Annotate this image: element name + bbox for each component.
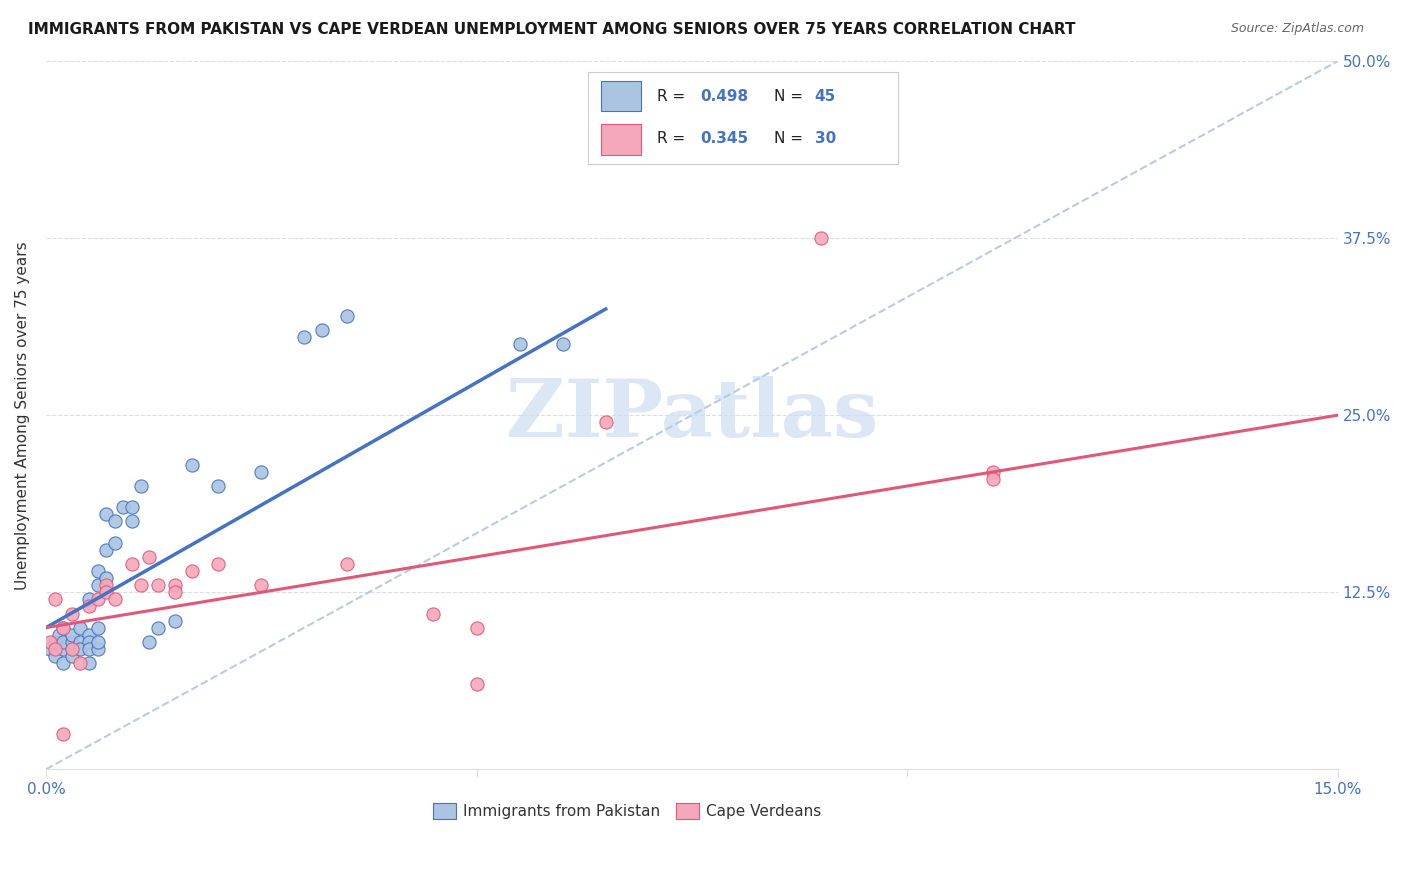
Point [77, 656, 100, 670]
Point [52, 727, 75, 741]
Point [165, 585, 187, 599]
Point [52, 621, 75, 635]
Point [595, 415, 617, 429]
Point [104, 535, 127, 549]
Point [181, 564, 204, 578]
Point [96, 585, 118, 599]
Point [810, 231, 832, 245]
Point [86, 635, 108, 649]
Point [422, 607, 444, 621]
Point [69, 656, 91, 670]
Point [181, 458, 204, 472]
Point [86, 592, 108, 607]
Point [52, 656, 75, 670]
Point [69, 641, 91, 656]
Text: Source: ZipAtlas.com: Source: ZipAtlas.com [1230, 22, 1364, 36]
Point [86, 621, 108, 635]
Point [44, 592, 66, 607]
Point [146, 621, 169, 635]
Point [60, 628, 83, 642]
Point [60, 641, 83, 656]
Point [39, 635, 62, 649]
Point [44, 641, 66, 656]
Point [509, 337, 531, 351]
Point [336, 309, 359, 323]
Point [69, 635, 91, 649]
Point [96, 508, 118, 522]
Point [77, 635, 100, 649]
Text: ZIPatlas: ZIPatlas [506, 376, 877, 454]
Point [981, 472, 1004, 486]
Point [121, 557, 143, 571]
Point [52, 635, 75, 649]
Y-axis label: Unemployment Among Seniors over 75 years: Unemployment Among Seniors over 75 years [15, 241, 30, 590]
Point [44, 648, 66, 663]
Point [292, 330, 315, 344]
Point [96, 571, 118, 585]
Point [86, 564, 108, 578]
Point [86, 641, 108, 656]
Point [981, 465, 1004, 479]
Point [52, 641, 75, 656]
Point [138, 635, 160, 649]
Point [336, 557, 359, 571]
Legend: Immigrants from Pakistan, Cape Verdeans: Immigrants from Pakistan, Cape Verdeans [427, 797, 828, 825]
Point [60, 648, 83, 663]
Point [44, 635, 66, 649]
Point [207, 479, 229, 493]
Point [104, 515, 127, 529]
Point [48, 628, 70, 642]
Point [77, 599, 100, 614]
Point [250, 578, 273, 592]
Point [165, 578, 187, 592]
Text: IMMIGRANTS FROM PAKISTAN VS CAPE VERDEAN UNEMPLOYMENT AMONG SENIORS OVER 75 YEAR: IMMIGRANTS FROM PAKISTAN VS CAPE VERDEAN… [28, 22, 1076, 37]
Point [60, 641, 83, 656]
Point [121, 500, 143, 515]
Point [465, 677, 488, 691]
Point [121, 515, 143, 529]
Point [112, 500, 135, 515]
Point [77, 592, 100, 607]
Point [146, 578, 169, 592]
Point [77, 628, 100, 642]
Point [104, 592, 127, 607]
Point [86, 578, 108, 592]
Point [96, 542, 118, 557]
Point [52, 621, 75, 635]
Point [250, 465, 273, 479]
Point [129, 479, 152, 493]
Point [60, 635, 83, 649]
Point [138, 549, 160, 564]
Point [311, 323, 333, 337]
Point [207, 557, 229, 571]
Point [165, 614, 187, 628]
Point [77, 641, 100, 656]
Point [60, 607, 83, 621]
Point [39, 641, 62, 656]
Point [551, 337, 574, 351]
Point [465, 621, 488, 635]
Point [129, 578, 152, 592]
Point [96, 578, 118, 592]
Point [69, 621, 91, 635]
